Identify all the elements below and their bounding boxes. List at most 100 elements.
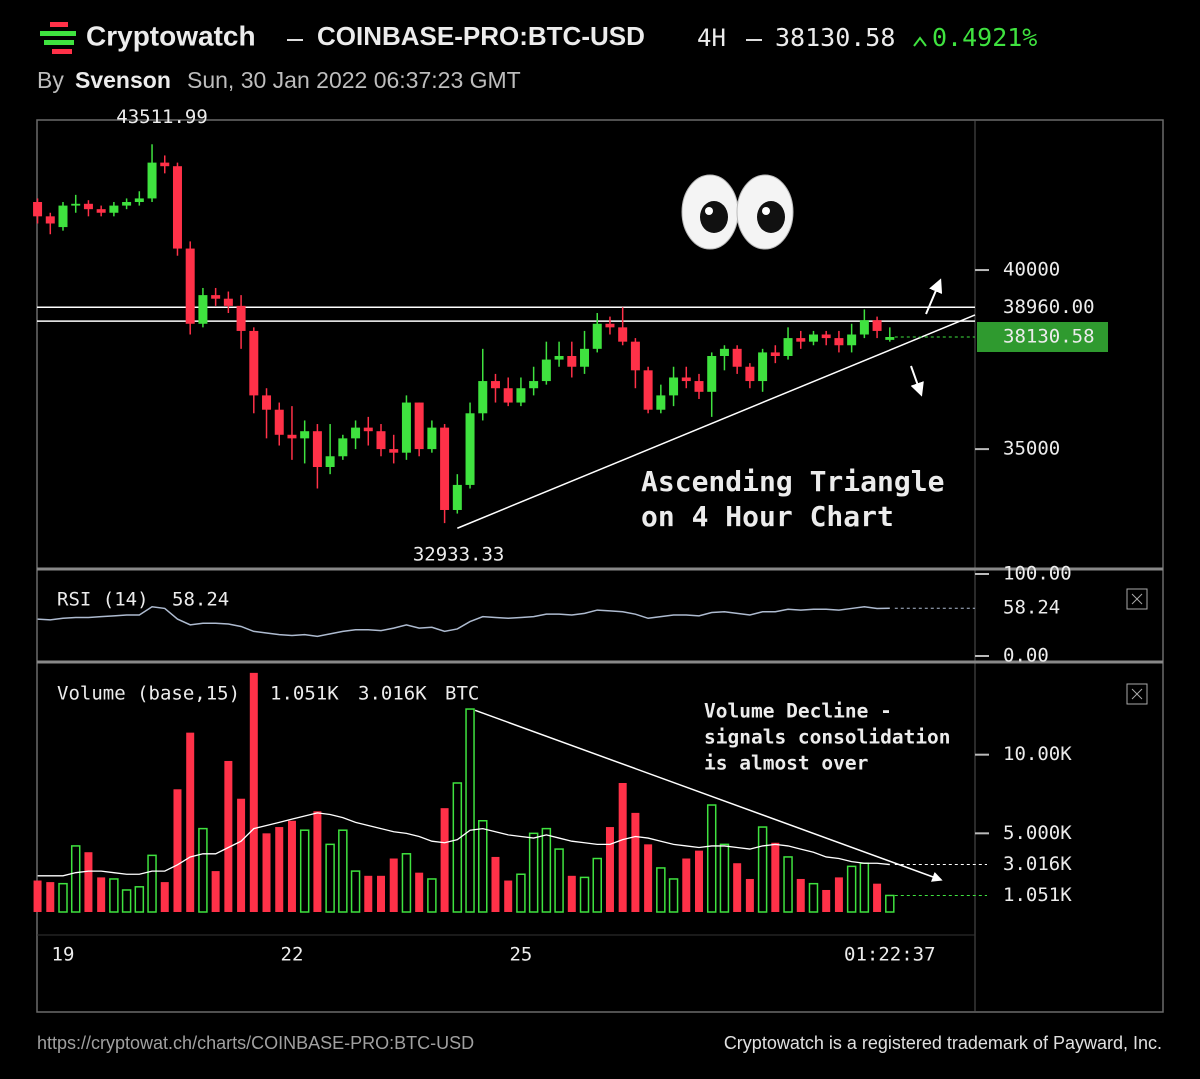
close-button[interactable]: [1126, 683, 1148, 705]
candle-body: [592, 323, 602, 349]
volume-bar: [198, 827, 208, 913]
candle-body: [287, 434, 297, 439]
volume-bar: [885, 894, 895, 913]
footer-trademark: Cryptowatch is a registered trademark of…: [724, 1033, 1162, 1053]
candle-body: [541, 359, 551, 382]
volume-bar: [491, 856, 500, 912]
candle-body: [109, 205, 119, 213]
candle-body: [554, 355, 564, 360]
volume-bar: [567, 875, 576, 912]
chart-frame: [36, 119, 1164, 1013]
volume-bar: [160, 882, 169, 912]
candle-body: [834, 338, 844, 346]
volume-bar: [452, 782, 463, 913]
candle-body: [681, 377, 691, 382]
annotation: is almost over: [704, 752, 868, 775]
candle-body: [58, 205, 68, 228]
interval: 4H: [697, 24, 726, 52]
candle-body: [859, 320, 869, 335]
candle-body: [198, 295, 208, 324]
price: 38130.58: [775, 23, 895, 52]
y-tick-label: 35000: [1003, 438, 1060, 460]
trend-line: [457, 314, 976, 529]
annotation: Ascending Triangle: [641, 465, 944, 498]
candle-body: [96, 209, 106, 213]
site-name: Cryptowatch: [86, 20, 256, 51]
volume-bar: [504, 880, 513, 912]
crosshair-label: 01:22:37: [844, 944, 936, 966]
candle-body: [885, 336, 895, 340]
candle-body: [618, 327, 628, 342]
y-tick-label: 100.00: [1003, 563, 1072, 585]
volume-bar: [757, 826, 768, 913]
volume-bar: [695, 850, 703, 912]
volume-bar: [173, 789, 182, 912]
candle-body: [478, 381, 488, 414]
volume-bar: [427, 878, 437, 913]
candle-body: [389, 449, 399, 453]
low-label: 32933.33: [413, 544, 505, 566]
candle-body: [758, 352, 768, 382]
volume-bar: [70, 845, 81, 913]
volume-bar: [528, 832, 539, 913]
volume-bar: [97, 877, 106, 912]
volume-bar: [668, 878, 679, 913]
volume-bar: [822, 889, 831, 912]
annotation: on 4 Hour Chart: [641, 500, 894, 533]
candle-body: [300, 431, 310, 439]
candle-body: [440, 427, 450, 510]
panel-title: Volume (base,15): [57, 683, 240, 705]
candle-body: [71, 203, 81, 206]
volume-bar: [478, 820, 488, 913]
y-tick-label: 0.00: [1003, 645, 1049, 667]
volume-bar: [134, 886, 145, 913]
candle-body: [351, 427, 361, 439]
volume-bar: [275, 827, 284, 912]
eyes-emoji: [681, 174, 794, 250]
candle-body: [643, 370, 653, 410]
close-button[interactable]: [1126, 588, 1148, 610]
candle-body: [847, 334, 857, 346]
volume-bar: [46, 882, 55, 912]
y-tick-label: 40000: [1003, 259, 1060, 281]
volume-bar: [224, 760, 233, 912]
volume-bar: [147, 854, 157, 913]
candle-body: [274, 409, 284, 435]
candle-body: [172, 166, 182, 249]
candle-body: [719, 348, 729, 356]
timestamp: Sun, 30 Jan 2022 06:37:23 GMT: [187, 67, 521, 93]
candle-body: [134, 198, 144, 203]
symbol: COINBASE-PRO:BTC-USD: [317, 21, 645, 51]
volume-bar: [364, 875, 373, 912]
last-price-label: 38130.58: [1003, 325, 1095, 347]
candle-body: [312, 431, 322, 468]
volume-bar: [834, 877, 843, 912]
candle-body: [45, 216, 55, 224]
rsi-last-label: 58.24: [1003, 597, 1060, 619]
volume-bar: [846, 865, 857, 913]
footer-url[interactable]: https://cryptowat.ch/charts/COINBASE-PRO…: [37, 1033, 474, 1053]
candle-body: [211, 295, 221, 299]
candle-body: [376, 431, 386, 450]
volume-bar: [554, 848, 564, 913]
volume-bar: [33, 880, 42, 912]
volume-bar: [618, 782, 627, 912]
volume-bar: [299, 829, 310, 913]
volume-bar: [186, 732, 195, 912]
volume-bar: [249, 672, 258, 912]
volume-bar: [338, 829, 348, 913]
x-tick-label: 19: [52, 944, 75, 966]
candle-body: [732, 348, 742, 367]
volume-bar: [644, 844, 653, 912]
volume-bar: [682, 858, 691, 912]
annotation: Volume Decline -: [704, 700, 892, 723]
candle-body: [796, 338, 806, 342]
y-tick-label: 10.00K: [1003, 743, 1072, 765]
volume-bar: [415, 872, 424, 912]
candle-body: [401, 402, 411, 453]
candle-body: [783, 338, 793, 356]
volume-bar: [592, 857, 602, 913]
candle-body: [669, 377, 679, 396]
volume-bar: [237, 798, 246, 912]
volume-bar: [401, 853, 412, 913]
